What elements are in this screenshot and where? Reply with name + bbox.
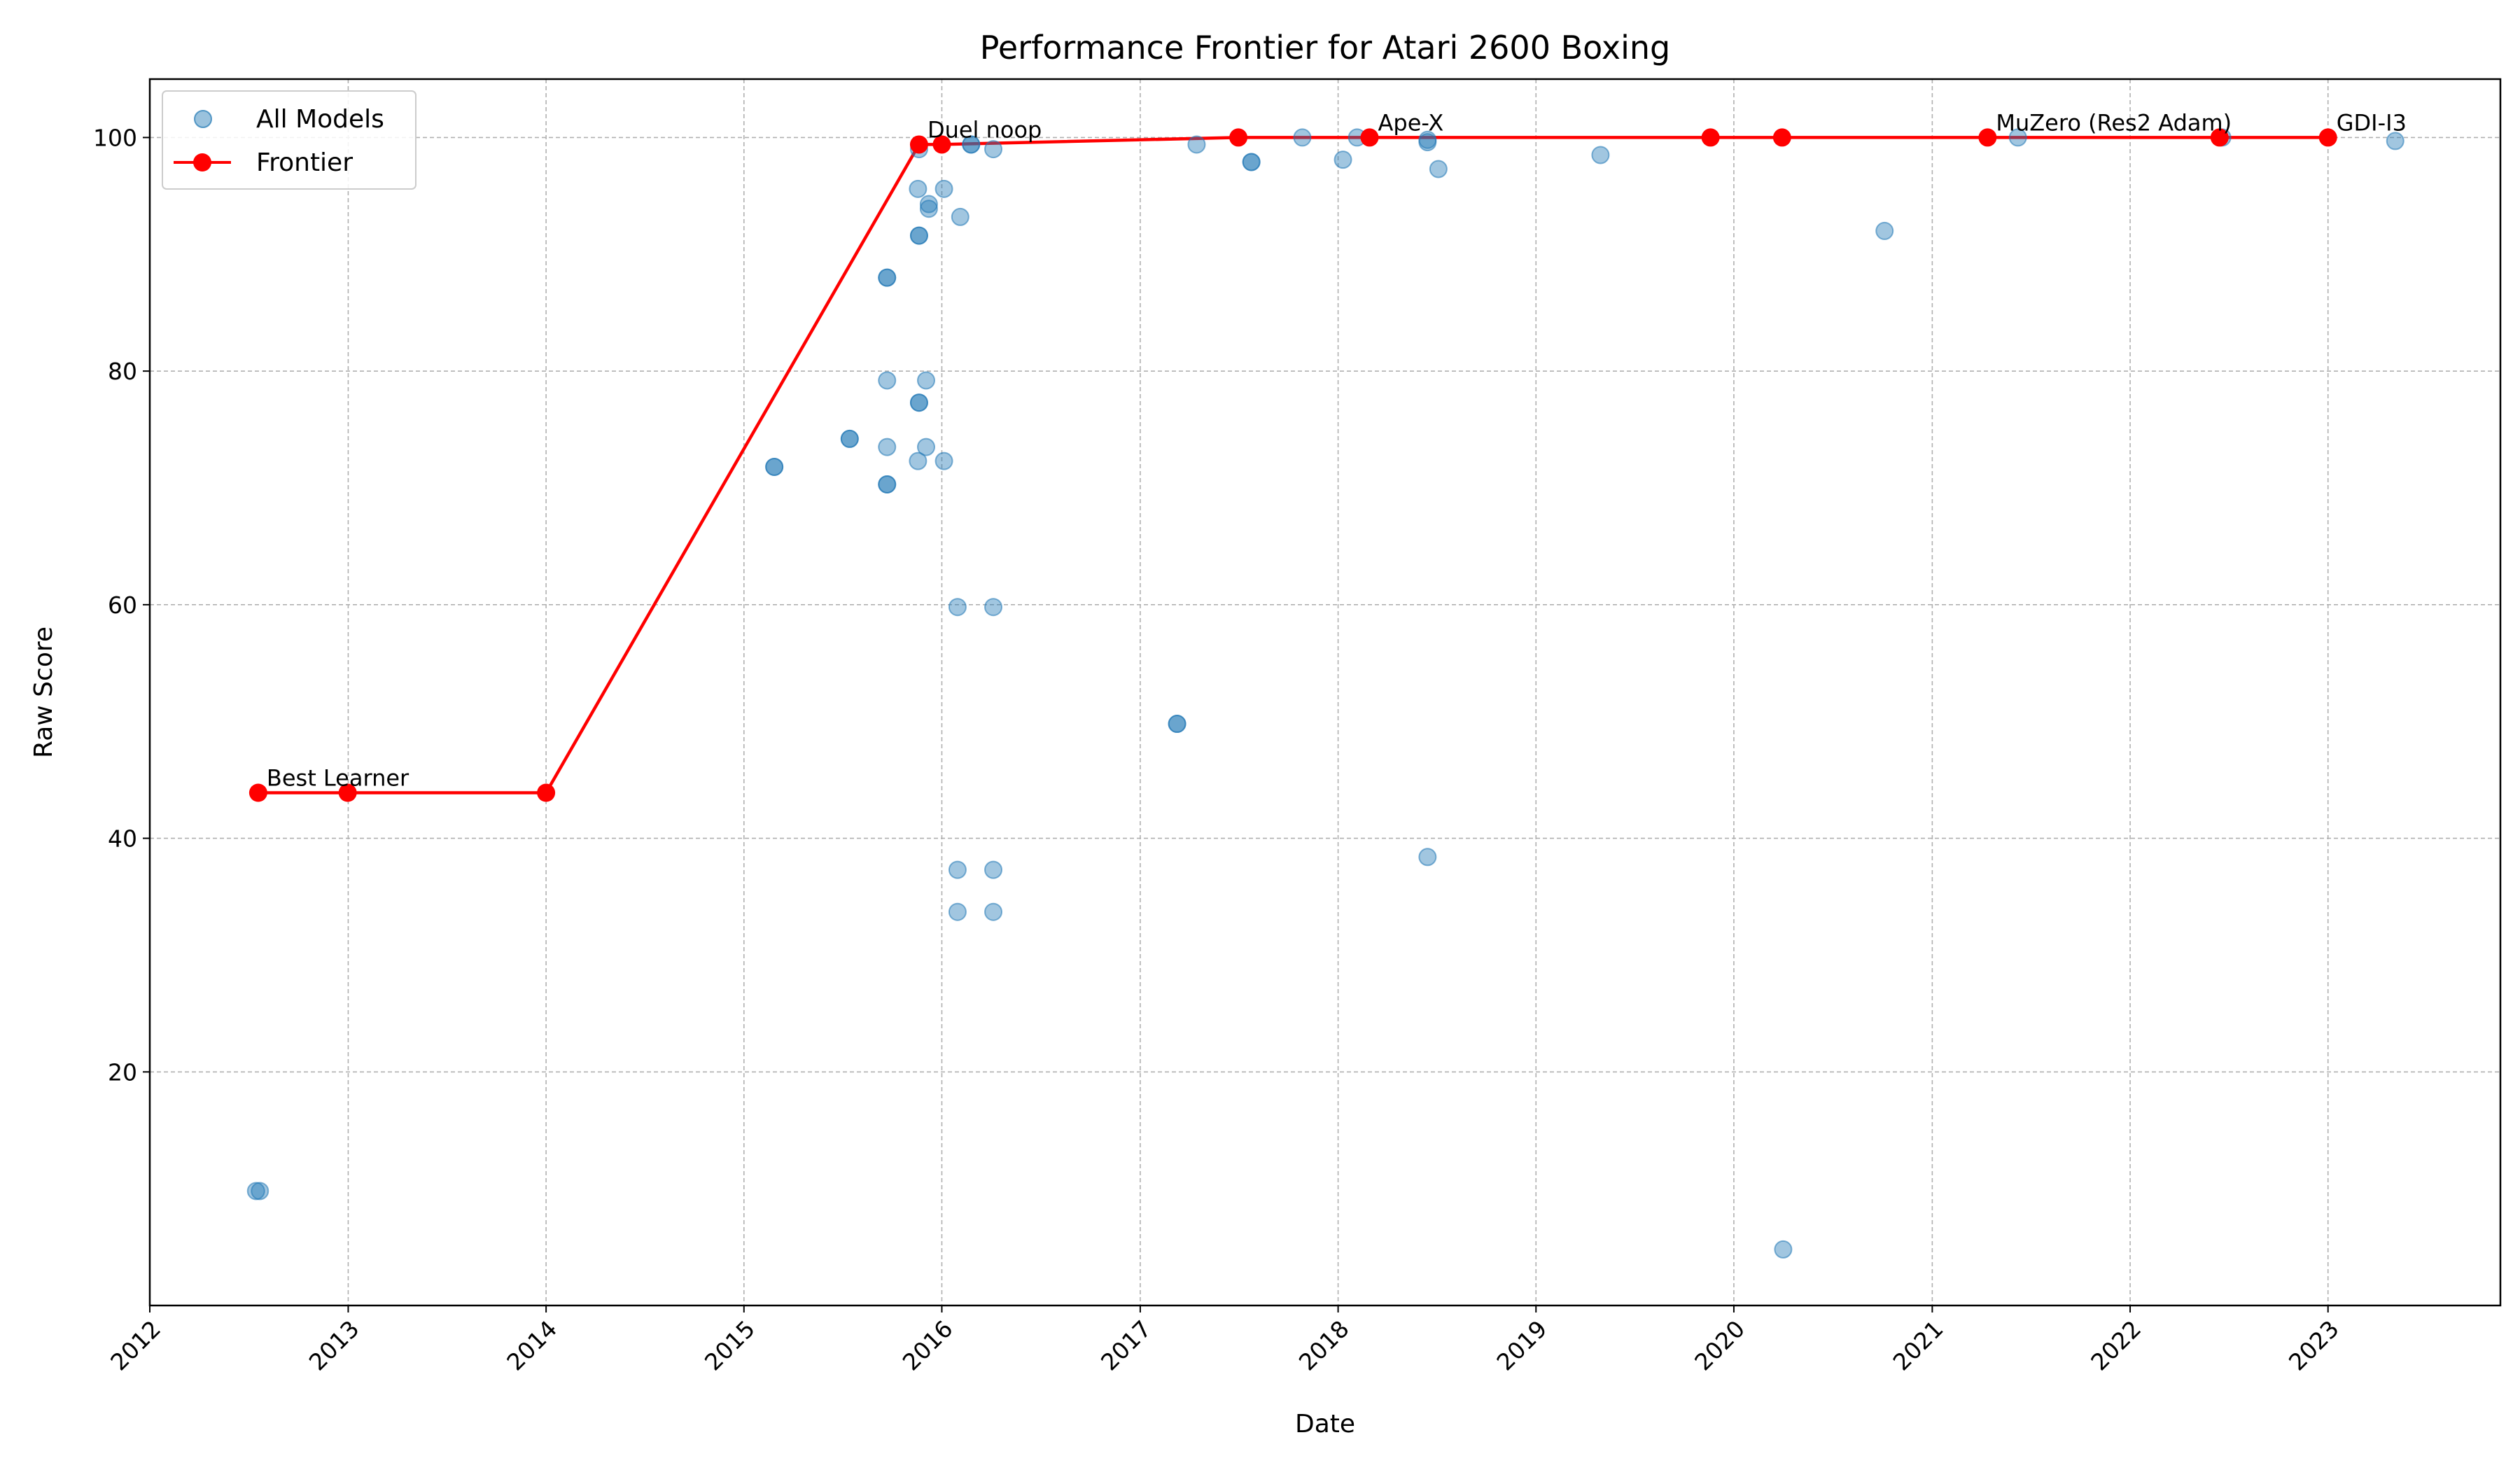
legend-all-models-label: All Models — [256, 105, 384, 134]
all-models-point — [984, 140, 1003, 159]
all-models-point — [840, 429, 859, 448]
frontier-point — [1229, 128, 1248, 147]
frontier-point — [338, 783, 357, 802]
all-models-point — [934, 179, 953, 198]
annotation-label: Best Learner — [267, 764, 410, 791]
all-models-point — [948, 860, 967, 879]
legend-frontier-label: Frontier — [256, 148, 353, 177]
frontier-point — [1772, 128, 1791, 147]
all-models-point — [909, 226, 928, 245]
legend-all-models-marker — [194, 110, 212, 128]
frontier-point — [2318, 128, 2337, 147]
all-models-point — [909, 179, 927, 198]
all-models-point — [1242, 153, 1261, 172]
all-models-point — [1591, 146, 1610, 164]
frontier-point — [909, 135, 928, 154]
y-tick-label: 80 — [108, 358, 137, 385]
all-models-point — [948, 598, 967, 617]
frontier-point — [1701, 128, 1720, 147]
all-models-point — [878, 475, 897, 493]
frontier-points — [248, 128, 2337, 802]
all-models-point — [984, 860, 1003, 879]
all-models-point — [1418, 848, 1437, 867]
all-models-point — [919, 200, 938, 218]
all-models-point — [1168, 715, 1186, 734]
all-models-point — [919, 195, 938, 214]
all-models-point — [1418, 133, 1437, 152]
all-models-point — [878, 438, 897, 456]
all-models-point — [984, 902, 1003, 921]
all-models-point — [878, 371, 897, 390]
all-models-point — [1187, 135, 1206, 154]
all-models-point — [934, 451, 953, 470]
all-models-point — [1293, 128, 1312, 147]
x-axis-label: Date — [1295, 1410, 1355, 1438]
y-axis-label: Raw Score — [29, 626, 58, 758]
all-models-point — [951, 207, 969, 226]
all-models-point — [1774, 1240, 1793, 1259]
annotation-label: MuZero (Res2 Adam) — [1996, 109, 2232, 136]
all-models-point — [251, 1182, 270, 1200]
annotation-label: Duel noop — [927, 116, 1042, 143]
grid — [149, 79, 2500, 1306]
chart-title: Performance Frontier for Atari 2600 Boxi… — [980, 29, 1670, 66]
all-models-point — [1429, 160, 1448, 178]
all-models-point — [1875, 221, 1894, 240]
annotations: Best Learner Duel noop Ape-X MuZero (Res2 A… — [267, 109, 2407, 791]
y-tick-label: 60 — [108, 592, 137, 619]
all-models-point — [917, 438, 936, 456]
all-models-point — [962, 135, 981, 154]
all-models-series — [246, 128, 2404, 1259]
all-models-point — [765, 457, 784, 476]
plot-frame — [148, 78, 2502, 1307]
annotation-label: Ape-X — [1378, 109, 1444, 136]
legend: All Models Frontier — [162, 90, 416, 190]
all-models-point — [909, 451, 927, 470]
frontier-point — [2210, 128, 2229, 147]
legend-frontier-marker — [193, 153, 211, 172]
frontier-point — [932, 135, 951, 154]
annotation-label: GDI-I3 — [2337, 109, 2407, 136]
frontier-point — [1360, 128, 1379, 147]
y-tick-label: 40 — [108, 825, 137, 853]
y-tick-label: 100 — [93, 124, 137, 151]
all-models-point — [948, 902, 967, 921]
frontier-point — [1978, 128, 1997, 147]
all-models-point — [909, 393, 928, 412]
all-models-point — [917, 371, 936, 390]
all-models-point — [984, 598, 1003, 617]
frontier-point — [537, 783, 556, 802]
y-tick-label: 20 — [108, 1058, 137, 1086]
all-models-point — [2008, 128, 2027, 147]
legend-box — [162, 90, 416, 190]
frontier-point — [248, 783, 267, 802]
all-models-point — [1334, 150, 1352, 169]
all-models-point — [878, 268, 897, 287]
all-models-point — [2386, 132, 2404, 150]
